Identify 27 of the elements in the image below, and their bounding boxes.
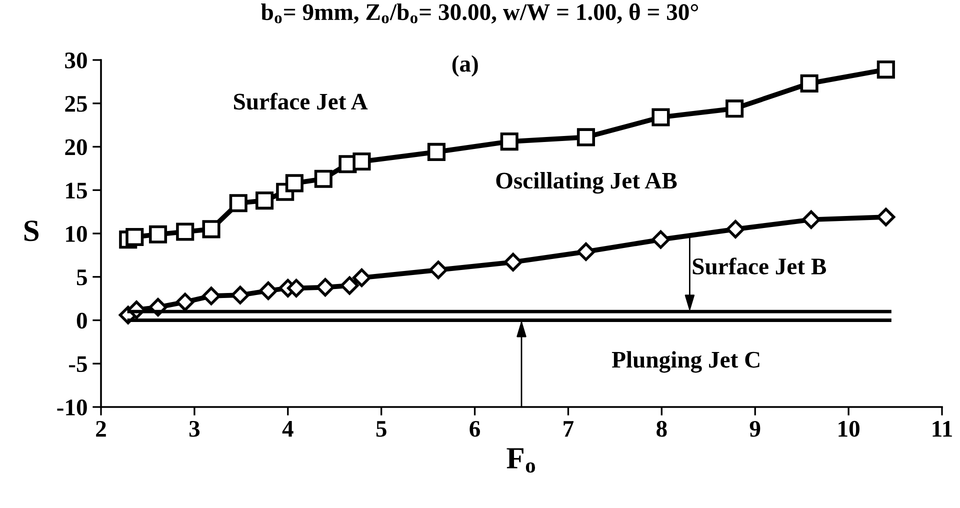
x-tick-label: 9 — [750, 420, 760, 437]
annotation: Oscillating Jet AB — [496, 172, 677, 194]
x-axis-title: F$_{o}$ — [506, 448, 536, 473]
y-tick-label: -5 — [69, 356, 87, 372]
y-tick-label: -10 — [57, 399, 87, 416]
y-tick-label: 15 — [66, 182, 87, 199]
x-tick-label: 2 — [96, 420, 106, 437]
x-tick-label: 4 — [282, 421, 294, 437]
y-tick-label: 30 — [65, 52, 87, 68]
y-axis-title: S — [24, 220, 39, 242]
y-tick-label: 20 — [65, 139, 87, 156]
x-tick-label: 3 — [189, 420, 200, 437]
annotation: Plunging Jet C — [612, 351, 760, 373]
x-tick-label: 6 — [470, 420, 480, 437]
annotation: (a) — [452, 55, 478, 77]
y-tick-label: 0 — [76, 312, 87, 329]
y-tick-label: 10 — [66, 226, 87, 242]
x-tick-label: 11 — [932, 420, 952, 437]
chart-title: b$_{o}$= 9mm, Z$_{o}$/b$_{o}$= 30.00, w/W = 1.00, θ = 30° — [261, 3, 698, 24]
x-tick-label: 10 — [838, 420, 860, 437]
y-tick-label: 5 — [76, 270, 87, 286]
annotation: Surface Jet B — [692, 258, 826, 274]
x-tick-label: 5 — [376, 421, 386, 437]
annotation: Surface Jet A — [234, 92, 368, 110]
x-tick-label: 8 — [656, 420, 667, 437]
x-tick-label: 7 — [564, 421, 574, 437]
y-tick-label: 25 — [65, 96, 87, 112]
